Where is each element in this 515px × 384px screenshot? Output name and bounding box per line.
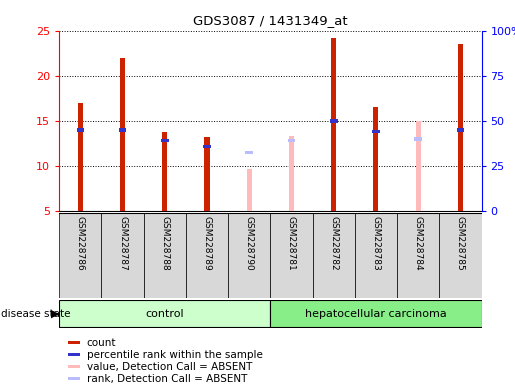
Text: ▶: ▶ (50, 309, 59, 319)
Title: GDS3087 / 1431349_at: GDS3087 / 1431349_at (193, 14, 348, 27)
Bar (289, 136, 294, 211)
Text: GSM228781: GSM228781 (287, 216, 296, 270)
Bar (458, 44, 463, 211)
Bar (78, 103, 83, 211)
Bar (372, 130, 380, 133)
Text: control: control (146, 309, 184, 319)
Text: GSM228790: GSM228790 (245, 216, 254, 270)
Bar (67, 365, 80, 368)
Bar (228, 213, 270, 298)
Bar (119, 128, 126, 132)
Bar (355, 213, 397, 298)
Bar (67, 341, 80, 344)
Text: GSM228786: GSM228786 (76, 216, 85, 270)
Bar (67, 353, 80, 356)
Bar (331, 38, 336, 211)
Bar (144, 213, 186, 298)
Text: count: count (87, 338, 116, 348)
Bar (203, 145, 211, 148)
Text: disease state: disease state (1, 309, 71, 319)
Bar (247, 169, 252, 211)
Bar (101, 213, 144, 298)
Bar (246, 151, 253, 154)
Bar (330, 119, 337, 122)
Bar (457, 128, 464, 132)
Bar (162, 132, 167, 211)
Text: rank, Detection Call = ABSENT: rank, Detection Call = ABSENT (87, 374, 247, 384)
Bar (373, 108, 379, 211)
Bar (67, 377, 80, 380)
Text: percentile rank within the sample: percentile rank within the sample (87, 350, 263, 360)
Bar (161, 139, 168, 142)
Text: GSM228782: GSM228782 (329, 216, 338, 270)
Text: value, Detection Call = ABSENT: value, Detection Call = ABSENT (87, 362, 252, 372)
Bar (59, 300, 270, 327)
Text: GSM228784: GSM228784 (414, 216, 423, 270)
Bar (270, 300, 482, 327)
Bar (313, 213, 355, 298)
Bar (415, 137, 422, 141)
Text: GSM228788: GSM228788 (160, 216, 169, 270)
Bar (270, 213, 313, 298)
Bar (439, 213, 482, 298)
Text: GSM228789: GSM228789 (202, 216, 212, 270)
Text: GSM228787: GSM228787 (118, 216, 127, 270)
Bar (120, 58, 125, 211)
Text: hepatocellular carcinoma: hepatocellular carcinoma (305, 309, 447, 319)
Text: GSM228783: GSM228783 (371, 216, 381, 270)
Text: GSM228785: GSM228785 (456, 216, 465, 270)
Bar (59, 213, 101, 298)
Bar (288, 139, 295, 142)
Bar (77, 128, 84, 132)
Bar (397, 213, 439, 298)
Bar (204, 137, 210, 211)
Bar (186, 213, 228, 298)
Bar (416, 121, 421, 211)
